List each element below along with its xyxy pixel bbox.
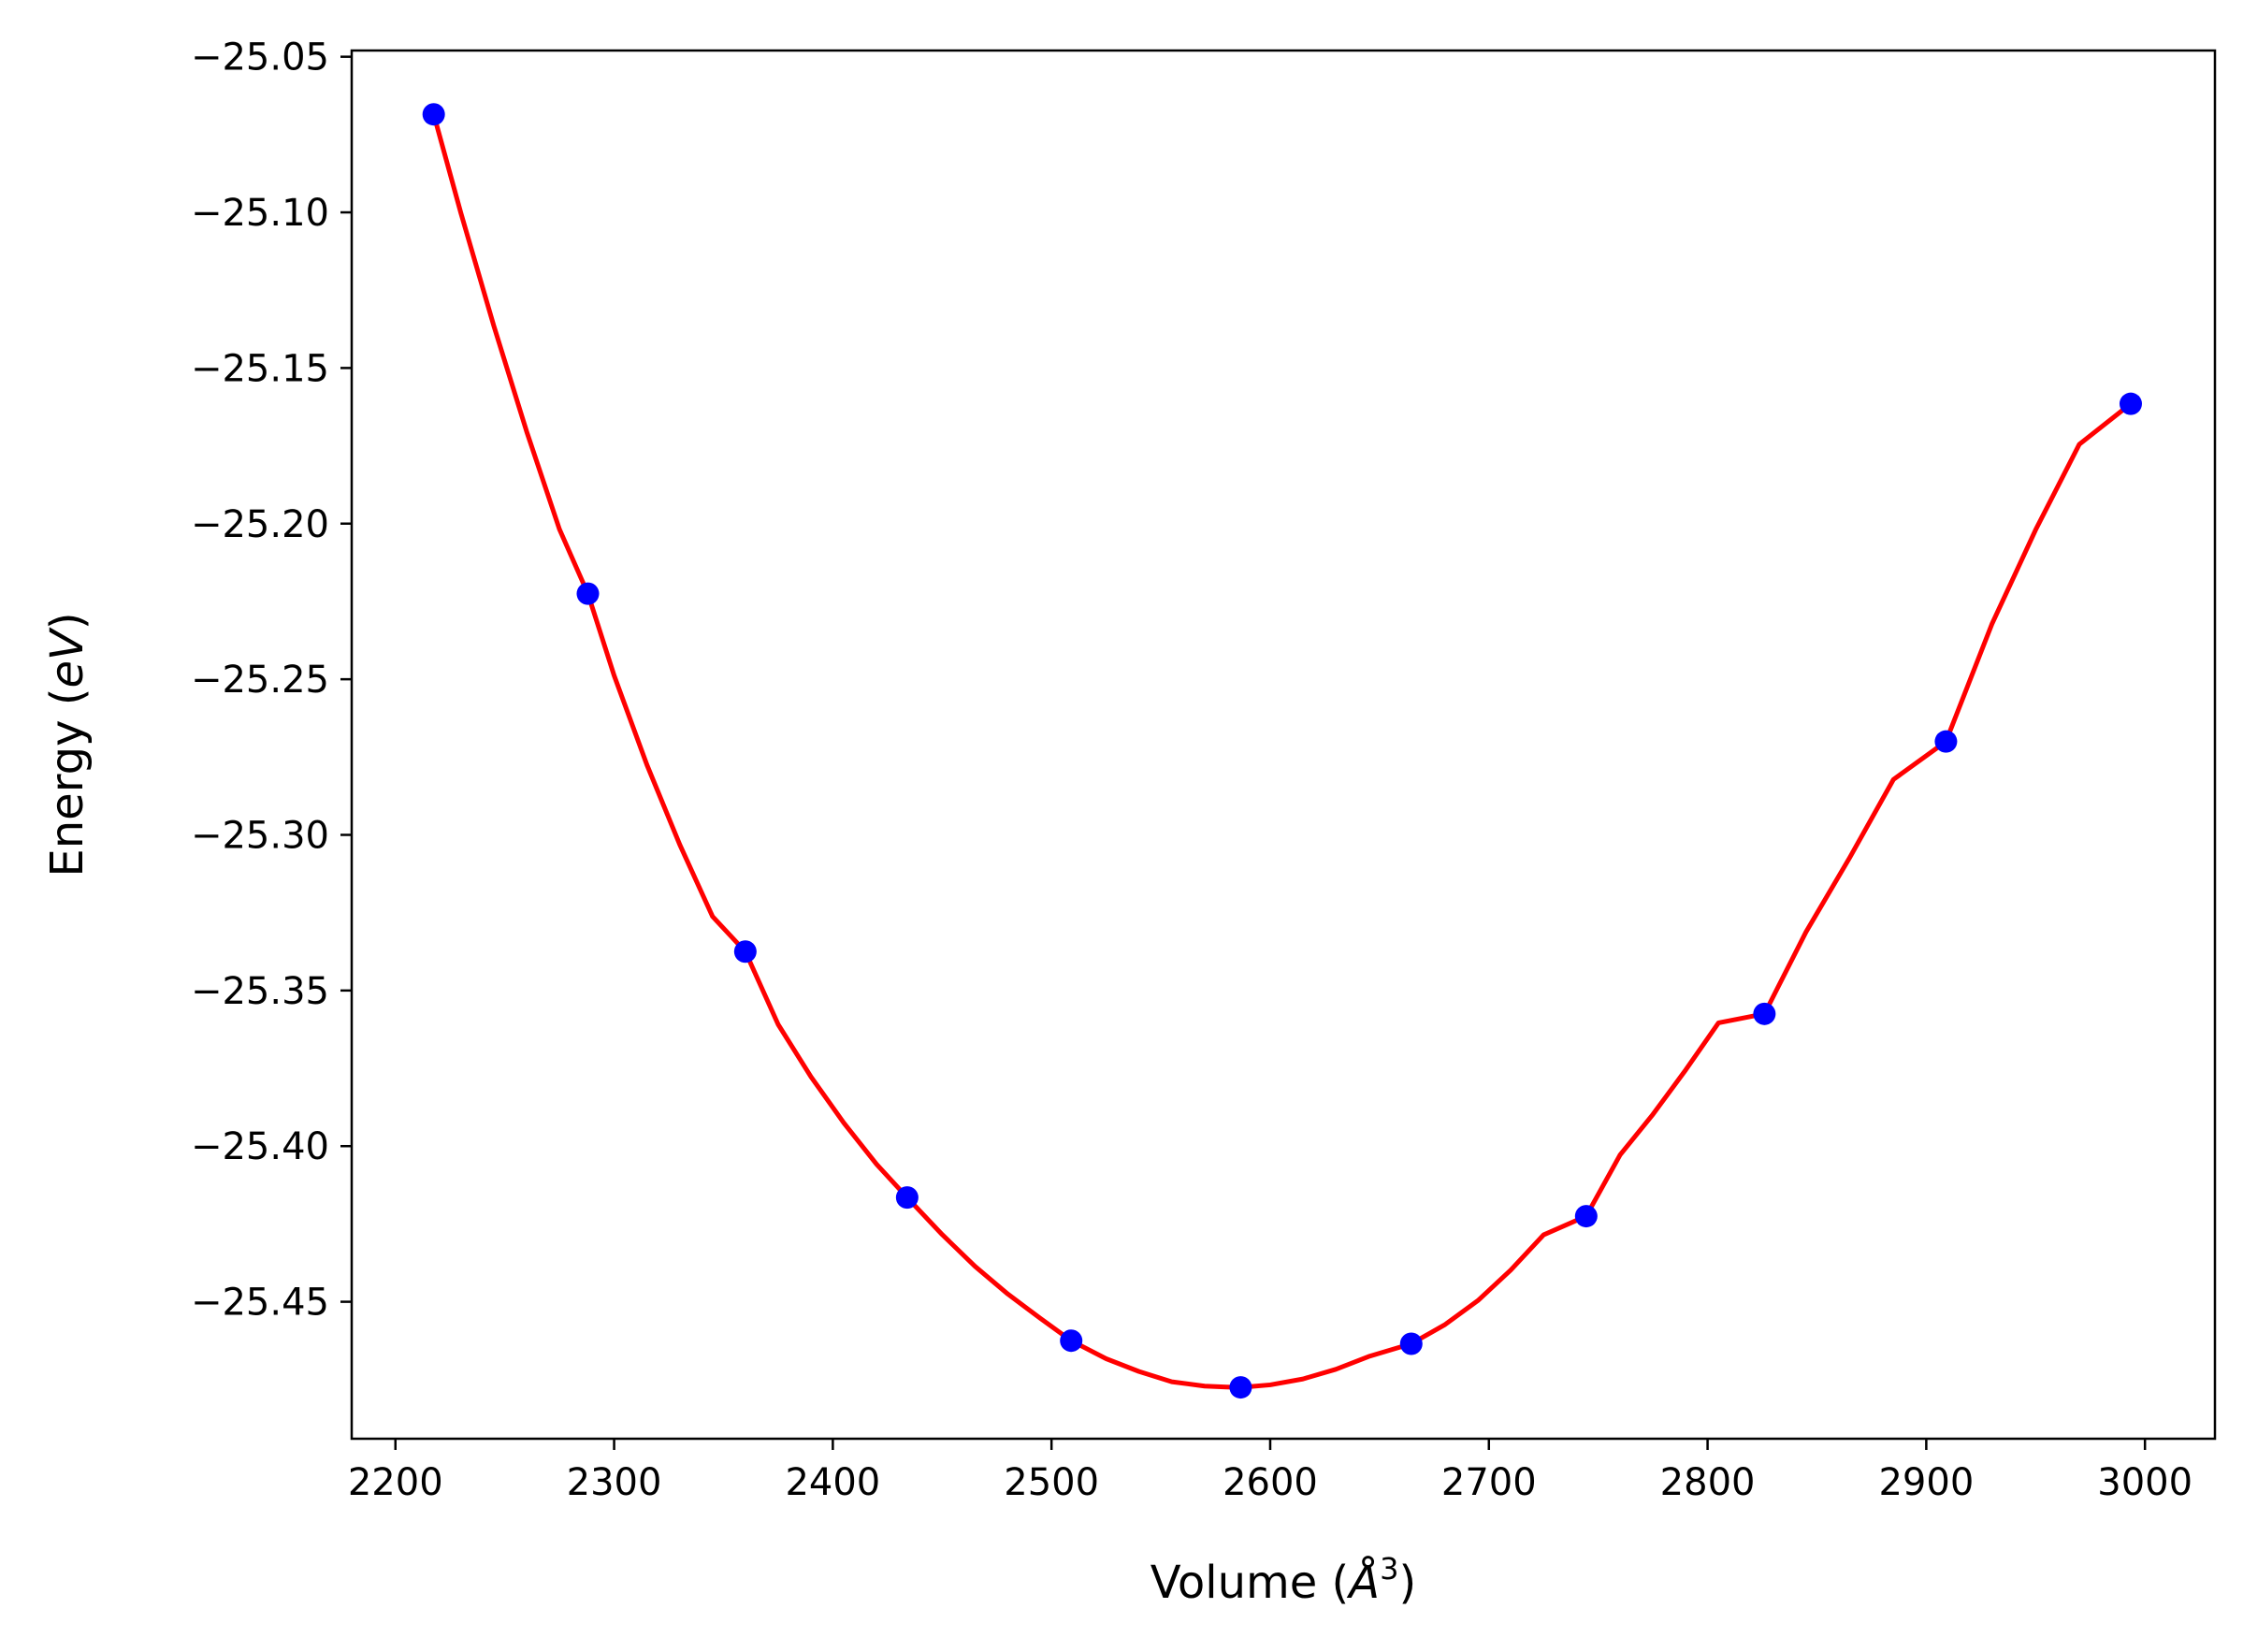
y-axis-ticks: −25.05 −25.10 −25.15 −25.20 −25.25 −25.30 −25.… — [191, 36, 352, 1325]
data-point — [1399, 1332, 1423, 1355]
y-tick-label: −25.45 — [191, 1282, 329, 1325]
data-points — [422, 103, 2142, 1399]
y-tick-label: −25.25 — [191, 659, 329, 702]
data-point — [2119, 392, 2142, 415]
y-axis-label-suffix: ) — [41, 612, 94, 630]
data-point — [1229, 1376, 1252, 1399]
y-tick-label: −25.15 — [191, 347, 329, 390]
y-axis-label: Energy (eV) — [41, 612, 94, 877]
y-axis-label-unit: eV — [41, 627, 94, 688]
x-axis-label: Volume (Å3) — [1150, 1551, 1416, 1609]
y-tick-label: −25.30 — [191, 814, 329, 857]
x-axis-label-prefix: Volume ( — [1150, 1557, 1350, 1609]
x-axis-label-exponent: 3 — [1380, 1551, 1398, 1587]
x-tick-label: 2900 — [1878, 1461, 1974, 1504]
x-tick-label: 2300 — [567, 1461, 662, 1504]
y-tick-label: −25.10 — [191, 192, 329, 235]
data-point — [576, 582, 600, 605]
x-axis-label-unit: Å — [1346, 1556, 1380, 1609]
y-tick-label: −25.40 — [191, 1125, 329, 1168]
x-tick-label: 3000 — [2097, 1461, 2192, 1504]
data-point — [1574, 1205, 1598, 1228]
plot-area — [352, 51, 2215, 1439]
data-point — [895, 1186, 919, 1210]
x-tick-label: 2500 — [1004, 1461, 1099, 1504]
y-axis-label-prefix: Energy ( — [41, 688, 94, 877]
x-tick-label: 2200 — [348, 1461, 443, 1504]
x-tick-label: 2600 — [1223, 1461, 1318, 1504]
x-tick-label: 2700 — [1441, 1461, 1537, 1504]
y-tick-label: −25.05 — [191, 36, 329, 80]
data-point — [1060, 1329, 1083, 1353]
plot-frame — [350, 49, 2217, 1441]
y-tick-label: −25.20 — [191, 503, 329, 546]
x-axis-label-suffix: ) — [1398, 1557, 1416, 1609]
x-axis-ticks: 2200 2300 2400 2500 2600 2700 2800 2900 3000 — [348, 1439, 2192, 1504]
data-point — [733, 940, 757, 964]
data-point — [1934, 730, 1958, 753]
x-tick-label: 2800 — [1660, 1461, 1756, 1504]
data-point — [422, 103, 445, 126]
data-point — [1753, 1002, 1776, 1025]
y-tick-label: −25.35 — [191, 970, 329, 1013]
x-tick-label: 2400 — [785, 1461, 880, 1504]
